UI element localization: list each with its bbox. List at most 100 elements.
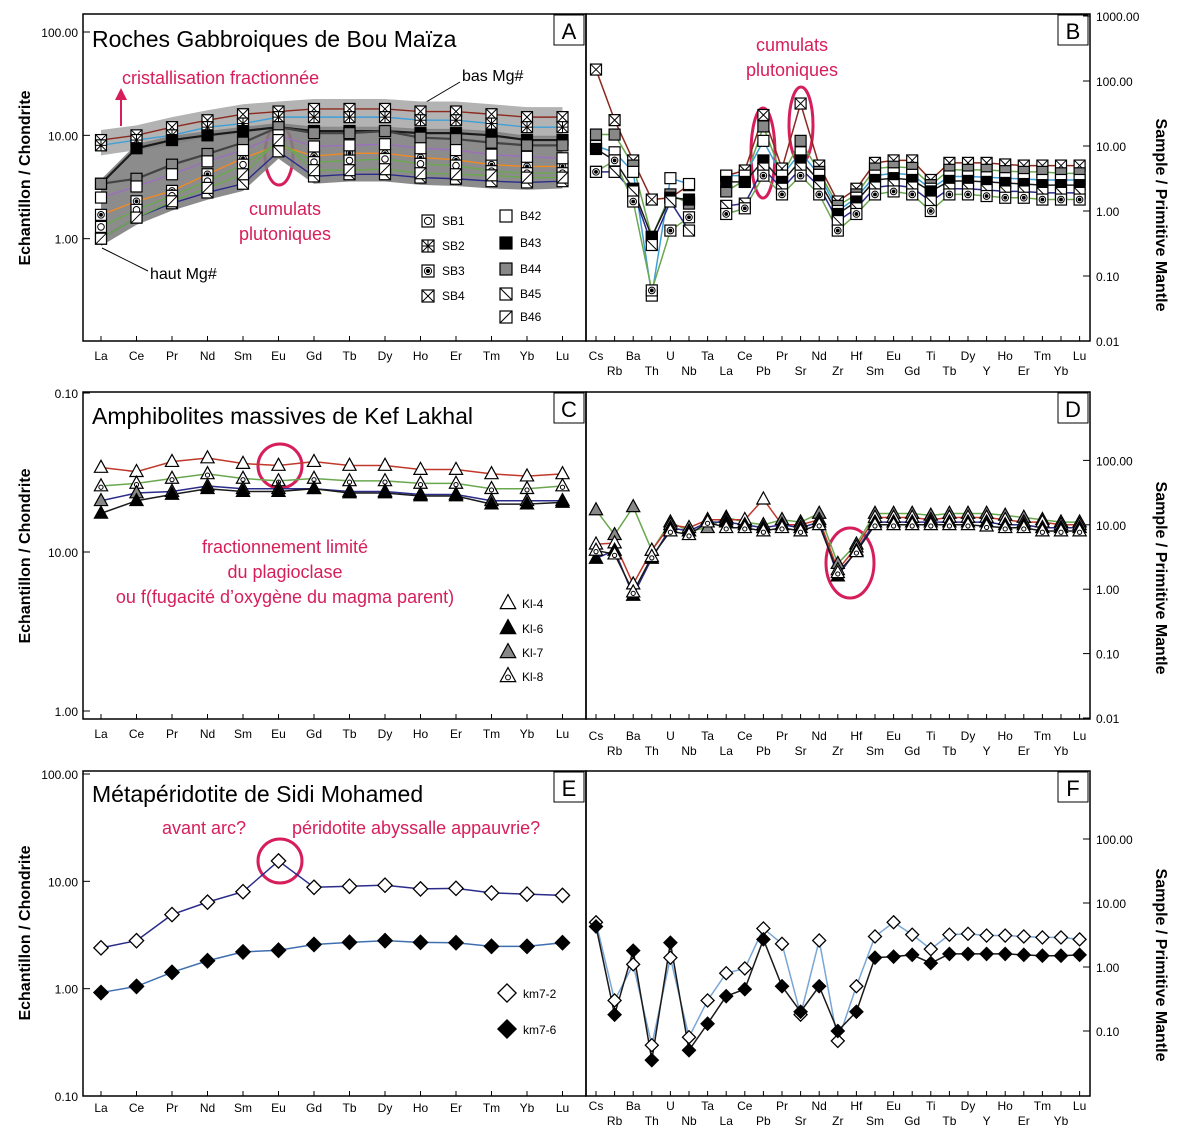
- y-tick-label: 10.00: [48, 129, 78, 143]
- data-marker: [755, 490, 772, 505]
- data-marker: [499, 593, 517, 610]
- x-tick-label: Gd: [306, 349, 322, 363]
- data-marker: [130, 180, 143, 193]
- data-marker: [682, 177, 696, 191]
- data-marker: [556, 171, 569, 184]
- marker-diamond: [1016, 929, 1032, 944]
- data-marker: [886, 949, 902, 965]
- x-tick-label: Er: [450, 727, 462, 741]
- letter-F-box: [1057, 771, 1089, 803]
- data-marker: [93, 459, 109, 473]
- data-marker: [449, 132, 463, 146]
- data-marker: [554, 493, 571, 508]
- data-marker: [305, 936, 323, 953]
- data-marker: [499, 236, 513, 250]
- y-tick-label: 1.00: [55, 705, 79, 719]
- marker-triangle: [588, 501, 604, 516]
- marker-diamond: [830, 1023, 846, 1039]
- marker-square: [414, 131, 427, 144]
- data-marker: [270, 457, 287, 471]
- marker-stroke: [645, 239, 658, 251]
- data-marker: [128, 492, 145, 507]
- marker-dot: [559, 484, 566, 490]
- marker-dot: [928, 523, 934, 529]
- marker-diamond: [644, 1052, 660, 1068]
- x-tick-label: Er: [1018, 1114, 1030, 1126]
- marker-diamond: [483, 938, 500, 955]
- y-tick-label: 1.00: [1096, 961, 1120, 975]
- x-tick-label: Ho: [998, 1099, 1014, 1113]
- data-marker: [811, 933, 827, 948]
- data-marker: [499, 262, 513, 276]
- marker-diamond: [518, 938, 536, 955]
- data-marker: [235, 455, 251, 469]
- x-tick-label: La: [720, 744, 734, 758]
- data-marker: [757, 134, 770, 147]
- data-marker: [341, 457, 358, 471]
- letter-E-box: [553, 771, 585, 803]
- data-marker: [378, 111, 392, 124]
- data-marker: [906, 188, 919, 201]
- marker-square: [378, 138, 392, 151]
- marker-dot: [1040, 197, 1045, 202]
- data-marker: [1034, 929, 1050, 945]
- data-marker: [1034, 522, 1051, 537]
- marker-square: [343, 127, 356, 140]
- data-marker: [757, 120, 770, 133]
- data-marker: [421, 264, 435, 278]
- x-tick-label: Lu: [556, 1101, 569, 1115]
- marker-stroke: [521, 171, 533, 184]
- data-marker: [848, 543, 865, 558]
- data-marker: [757, 169, 770, 182]
- data-marker: [554, 934, 571, 951]
- data-marker: [738, 175, 751, 189]
- panel-letter-B: B: [1066, 19, 1081, 44]
- data-marker: [376, 877, 394, 894]
- data-marker: [625, 583, 641, 598]
- data-marker: [235, 483, 251, 497]
- marker-square: [499, 209, 513, 223]
- data-marker: [718, 988, 734, 1004]
- marker-stroke: [485, 169, 498, 182]
- data-marker: [94, 191, 108, 204]
- data-marker: [775, 188, 789, 201]
- data-marker: [306, 480, 322, 495]
- marker-stroke: [237, 168, 249, 181]
- data-marker: [483, 495, 500, 510]
- marker-triangle: [499, 618, 517, 635]
- marker-diamond: [718, 965, 734, 981]
- x-tick-label: Gd: [904, 744, 920, 758]
- marker-diamond: [700, 993, 716, 1008]
- x-tick-label: Th: [645, 1114, 659, 1126]
- marker-dot: [742, 206, 747, 211]
- x-tick-label: Eu: [886, 729, 901, 743]
- data-marker: [887, 185, 900, 198]
- legend-label: Kl-6: [522, 622, 544, 636]
- marker-diamond: [376, 932, 394, 949]
- data-marker: [997, 519, 1013, 534]
- data-marker: [92, 984, 110, 1001]
- marker-diamond: [774, 936, 790, 952]
- marker-square: [378, 124, 392, 138]
- panel-D-ylabel: Sample / Primitive Mantle: [1152, 482, 1169, 675]
- marker-square: [499, 262, 513, 276]
- data-marker: [979, 946, 995, 962]
- y-tick-label: 1000.00: [1096, 10, 1140, 24]
- data-marker: [554, 887, 571, 904]
- marker-dot: [1002, 526, 1008, 532]
- x-tick-label: Pr: [166, 349, 178, 363]
- marker-stroke: [590, 63, 602, 76]
- data-marker: [520, 150, 534, 163]
- x-tick-label: Nd: [200, 1101, 215, 1115]
- marker-diamond: [700, 1016, 716, 1032]
- marker-diamond: [163, 906, 181, 923]
- data-marker: [412, 461, 429, 475]
- data-marker: [960, 946, 976, 962]
- marker-triangle: [519, 495, 535, 510]
- data-marker: [554, 477, 571, 492]
- marker-triangle: [412, 461, 429, 475]
- legend-label: Kl-7: [522, 646, 544, 660]
- marker-diamond: [554, 934, 571, 951]
- x-tick-label: Ba: [626, 349, 641, 363]
- marker-triangle: [341, 484, 358, 499]
